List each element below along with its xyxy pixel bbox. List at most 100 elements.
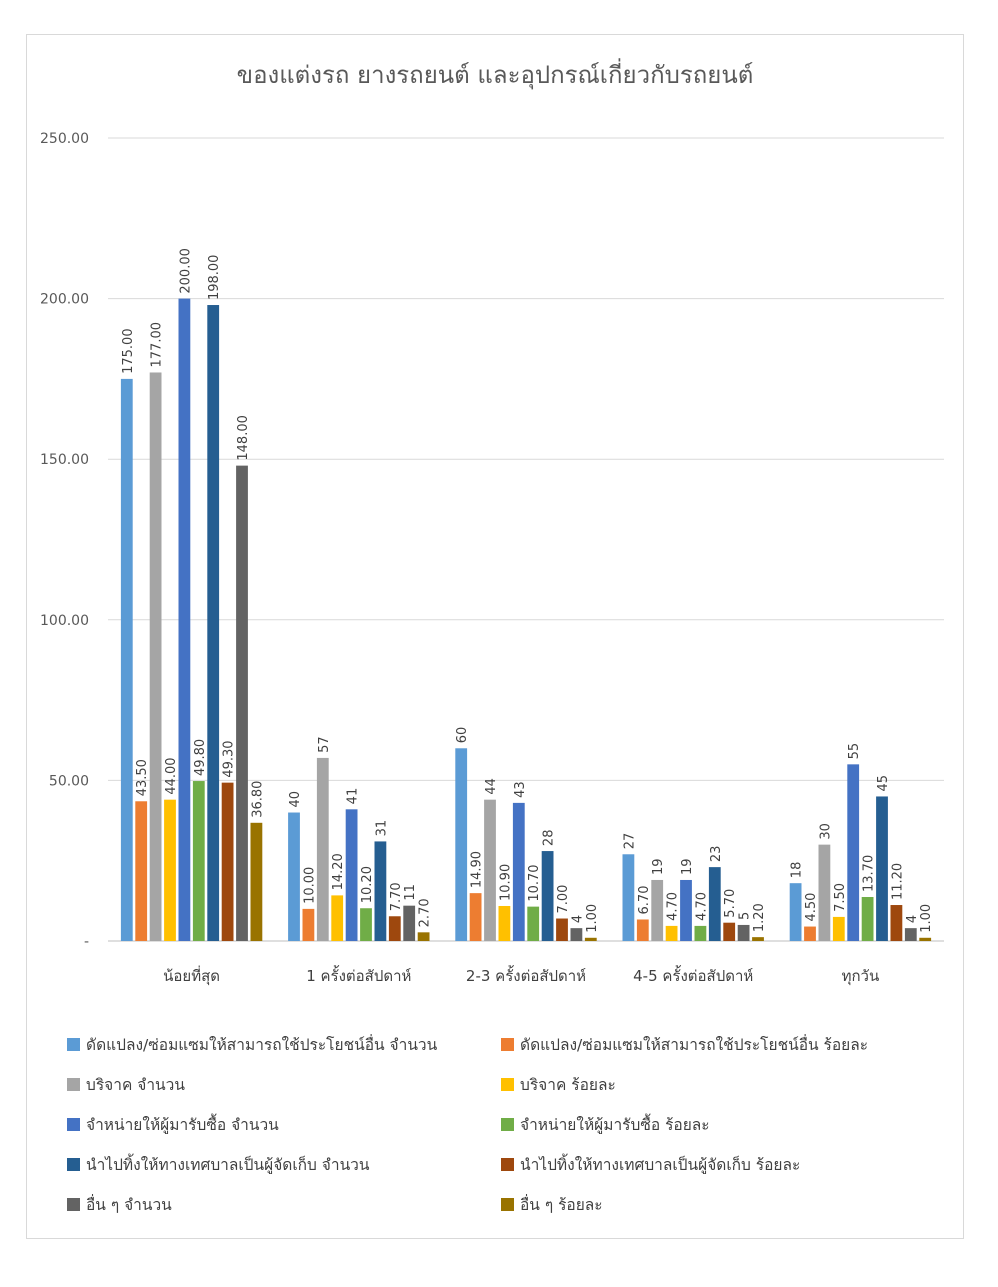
data-label: 177.00	[150, 322, 165, 368]
data-label: 44	[484, 778, 499, 795]
legend-swatch	[501, 1157, 514, 1171]
data-label: 31	[374, 820, 389, 837]
data-label: 10.90	[498, 864, 513, 901]
data-label: 1.20	[752, 903, 767, 932]
legend-item: จำหน่ายให้ผู้มารับซื้อ ร้อยละ	[501, 1113, 710, 1135]
legend-item: นำไปทิ้งให้ทางเทศบาลเป็นผู้จัดเก็บ จำนวน	[67, 1153, 369, 1175]
data-label: 10.20	[360, 866, 375, 903]
bar	[804, 926, 816, 941]
data-label: 1.00	[919, 904, 934, 933]
bar	[512, 802, 525, 941]
legend-item: ดัดแปลง/ซ่อมแซมให้สามารถใช้ประโยชน์อื่น …	[501, 1033, 868, 1055]
data-label: 44.00	[164, 757, 179, 794]
category-label: 2-3 ครั้งต่อสัปดาห์	[466, 965, 586, 985]
bar	[417, 932, 430, 941]
data-label: 5.70	[723, 889, 738, 918]
category-label: 4-5 ครั้งต่อสัปดาห์	[633, 965, 753, 985]
category-label: 1 ครั้งต่อสัปดาห์	[306, 965, 411, 985]
legend-item: ดัดแปลง/ซ่อมแซมให้สามารถใช้ประโยชน์อื่น …	[67, 1033, 437, 1055]
bar	[527, 906, 540, 941]
data-label: 19	[680, 858, 695, 875]
bar	[192, 781, 205, 941]
bar	[570, 928, 583, 941]
bar	[403, 905, 416, 941]
y-tick-label: 150.00	[40, 452, 89, 468]
data-label: 49.80	[193, 739, 208, 776]
legend-swatch	[501, 1197, 514, 1211]
data-label: 55	[847, 743, 862, 760]
data-label: 27	[622, 833, 637, 850]
bar	[919, 937, 932, 941]
data-label: 5	[738, 912, 753, 920]
y-tick-label: 200.00	[40, 292, 89, 308]
data-label: 30	[818, 823, 833, 840]
legend-swatch	[501, 1077, 514, 1091]
bar	[120, 378, 133, 941]
data-label: 4	[570, 915, 585, 923]
bar	[723, 922, 736, 941]
bar	[164, 799, 176, 941]
legend-item: อื่น ๆ จำนวน	[67, 1193, 172, 1215]
legend-label: อื่น ๆ จำนวน	[86, 1195, 172, 1214]
data-label: 13.70	[862, 855, 877, 892]
bar	[498, 905, 511, 941]
legend-swatch	[67, 1157, 80, 1171]
bar	[221, 782, 234, 941]
y-tick-label: 250.00	[40, 131, 89, 147]
data-label: 4.70	[694, 892, 709, 921]
bar	[622, 854, 635, 941]
bar	[752, 937, 764, 941]
legend-label: นำไปทิ้งให้ทางเทศบาลเป็นผู้จัดเก็บ ร้อยล…	[520, 1155, 801, 1174]
bar	[469, 893, 482, 941]
bar	[541, 851, 554, 941]
data-label: 40	[288, 791, 303, 808]
legend-label: อื่น ๆ ร้อยละ	[520, 1195, 603, 1214]
legend-item: จำหน่ายให้ผู้มารับซื้อ จำนวน	[67, 1113, 279, 1135]
bar	[818, 844, 831, 941]
legend-label: นำไปทิ้งให้ทางเทศบาลเป็นผู้จัดเก็บ จำนวน	[86, 1155, 370, 1174]
bar	[665, 925, 678, 941]
bar	[331, 895, 344, 941]
data-label: 7.00	[556, 885, 571, 914]
data-label: 60	[455, 727, 470, 744]
y-tick-label: 50.00	[49, 773, 89, 789]
data-label: 4.50	[804, 893, 819, 922]
chart-title: ของแต่งรถ ยางรถยนต์ และอุปกรณ์เกี่ยวกับร…	[236, 61, 754, 89]
data-label: 18	[790, 862, 805, 879]
legend-swatch	[67, 1037, 80, 1051]
bar	[680, 879, 692, 941]
data-label: 1.00	[585, 904, 600, 933]
legend-label: ดัดแปลง/ซ่อมแซมให้สามารถใช้ประโยชน์อื่น …	[520, 1035, 869, 1054]
legend-label: จำหน่ายให้ผู้มารับซื้อ จำนวน	[86, 1115, 279, 1134]
bar	[135, 801, 148, 941]
data-label: 28	[542, 830, 557, 847]
bar	[360, 908, 372, 941]
bar	[737, 924, 750, 941]
data-label: 4.70	[666, 892, 681, 921]
data-label: 7.50	[833, 883, 848, 912]
data-label: 10.70	[527, 864, 542, 901]
data-label: 200.00	[178, 248, 193, 294]
legend-item: นำไปทิ้งให้ทางเทศบาลเป็นผู้จัดเก็บ ร้อยล…	[501, 1153, 800, 1175]
data-label: 10.00	[302, 867, 317, 904]
data-label: 4	[905, 915, 920, 923]
bar	[789, 883, 802, 941]
bar	[236, 465, 248, 941]
data-label: 19	[651, 858, 666, 875]
legend-item: บริจาค ร้อยละ	[501, 1073, 616, 1095]
y-tick-label: 100.00	[40, 613, 89, 629]
data-label: 23	[709, 846, 724, 863]
data-label: 175.00	[121, 328, 136, 374]
bar	[890, 905, 903, 941]
bar	[374, 841, 387, 941]
data-label: 6.70	[637, 886, 652, 915]
bar	[484, 799, 496, 941]
legend-label: จำหน่ายให้ผู้มารับซื้อ ร้อยละ	[520, 1115, 710, 1134]
bar	[584, 937, 597, 941]
bar	[455, 748, 468, 941]
bar	[288, 812, 300, 941]
data-label: 14.20	[331, 853, 346, 890]
bar	[847, 764, 860, 941]
bar	[636, 919, 649, 941]
category-label: น้อยที่สุด	[163, 965, 220, 986]
